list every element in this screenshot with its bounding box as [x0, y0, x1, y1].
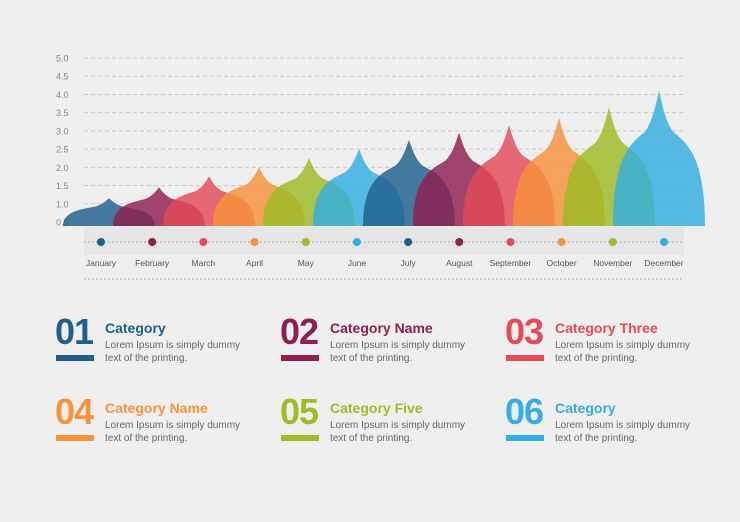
legend-underline	[506, 355, 544, 361]
legend-item-06: 06 Category Lorem Ipsum is simply dummy …	[505, 380, 715, 445]
legend-title: Category Five	[330, 400, 423, 416]
month-marker	[660, 238, 668, 246]
legend-underline	[506, 435, 544, 441]
month-marker	[148, 238, 157, 246]
y-tick-label: 4.5	[56, 72, 69, 82]
legend-title: Category	[105, 320, 166, 336]
y-tick-label: 2.0	[56, 163, 69, 173]
x-tick-label: September	[490, 258, 532, 268]
y-tick-label: 3.5	[56, 108, 69, 118]
legend-description: Lorem Ipsum is simply dummy text of the …	[105, 340, 241, 364]
legend-title: Category Name	[105, 400, 208, 416]
x-axis-labels: January February March April May June July Augu…	[86, 258, 684, 268]
legend-underline	[281, 435, 319, 441]
x-tick-label: February	[135, 258, 170, 268]
x-tick-label: November	[593, 258, 632, 268]
legend-item-04: 04 Category Name Lorem Ipsum is simply d…	[55, 380, 265, 445]
legend-description: Lorem Ipsum is simply dummy text of the …	[555, 420, 691, 444]
y-tick-label: 5.0	[56, 54, 69, 64]
month-marker	[404, 238, 413, 246]
x-tick-label: August	[446, 258, 473, 268]
series-peaks	[63, 90, 705, 226]
y-tick-label: 4.0	[56, 90, 69, 100]
legend-number: 06	[505, 391, 544, 432]
legend: 01 Category Lorem Ipsum is simply dummy …	[0, 300, 740, 480]
legend-description: Lorem Ipsum is simply dummy text of the …	[105, 420, 241, 444]
month-markers	[97, 238, 668, 246]
y-tick-label: 2.5	[56, 145, 69, 155]
legend-item-02: 02 Category Name Lorem Ipsum is simply d…	[280, 300, 490, 365]
legend-item-03: 03 Category Three Lorem Ipsum is simply …	[505, 300, 715, 365]
legend-description: Lorem Ipsum is simply dummy text of the …	[330, 420, 466, 444]
area-chart: 0.5 1.0 1.5 2.0 2.5 3.0 3.5 4.0 4.5 5.0 January Fe…	[56, 54, 705, 280]
month-marker	[352, 238, 361, 246]
legend-title: Category Three	[555, 320, 658, 336]
month-marker	[199, 238, 208, 246]
x-tick-label: October	[547, 258, 577, 268]
month-marker	[301, 238, 310, 246]
legend-number: 01	[55, 311, 94, 352]
y-tick-label: 3.0	[56, 126, 69, 136]
month-marker	[250, 238, 259, 246]
month-marker	[455, 238, 464, 246]
x-tick-label: December	[644, 258, 683, 268]
legend-description: Lorem Ipsum is simply dummy text of the …	[555, 340, 691, 364]
y-tick-label: 1.0	[56, 199, 69, 209]
legend-number: 02	[280, 311, 319, 352]
month-marker	[557, 238, 566, 246]
legend-item-05: 05 Category Five Lorem Ipsum is simply d…	[280, 380, 490, 445]
x-tick-label: June	[348, 258, 367, 268]
month-marker	[506, 238, 515, 246]
x-tick-label: April	[246, 258, 263, 268]
legend-title: Category Name	[330, 320, 433, 336]
legend-title: Category	[555, 400, 616, 416]
y-tick-label: 1.5	[56, 181, 69, 191]
peak-december	[613, 90, 705, 226]
y-axis-ticks: 0.5 1.0 1.5 2.0 2.5 3.0 3.5 4.0 4.5 5.0	[56, 54, 69, 228]
x-tick-label: July	[401, 258, 417, 268]
legend-number: 05	[280, 391, 319, 432]
legend-underline	[56, 355, 94, 361]
month-marker	[97, 238, 105, 246]
x-tick-label: March	[192, 258, 216, 268]
legend-description: Lorem Ipsum is simply dummy text of the …	[330, 340, 466, 364]
legend-number: 04	[55, 391, 94, 432]
timeline-band	[84, 227, 684, 255]
y-tick-label: 0.5	[56, 218, 69, 228]
month-marker	[608, 238, 617, 246]
legend-underline	[56, 435, 94, 441]
x-tick-label: January	[86, 258, 117, 268]
x-tick-label: May	[298, 258, 315, 268]
legend-number: 03	[505, 311, 544, 352]
legend-underline	[281, 355, 319, 361]
legend-item-01: 01 Category Lorem Ipsum is simply dummy …	[55, 300, 265, 365]
